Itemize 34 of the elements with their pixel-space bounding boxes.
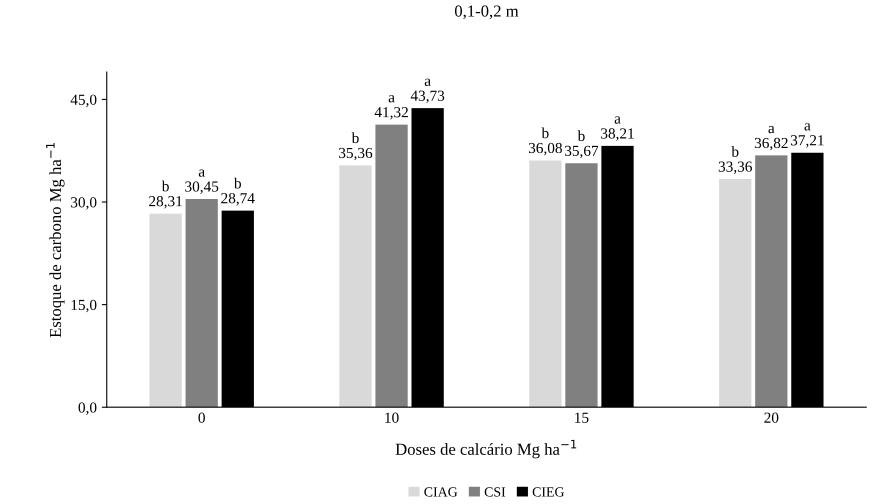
y-tick-label: 0,0 <box>78 402 96 415</box>
data-label: b 35,67 <box>564 130 598 158</box>
data-label: a 41,32 <box>374 95 408 120</box>
y-tick-label: 15,0 <box>72 300 96 312</box>
bar <box>186 198 218 408</box>
y-tick-label: 30,0 <box>71 197 96 210</box>
legend-label: CIAG <box>424 487 458 497</box>
x-tick-label: 10 <box>385 412 399 423</box>
data-label: b 28,31 <box>149 180 182 209</box>
bar <box>375 124 408 408</box>
bar <box>755 155 788 408</box>
data-label: a 37,21 <box>790 123 824 148</box>
x-axis-title: Doses de calcário Mg ha$^{−1}$ <box>396 440 576 458</box>
x-tick-label: 0 <box>198 412 205 423</box>
data-label: a 43,73 <box>410 78 444 104</box>
chart-title: 0,1-0,2 m <box>454 5 518 20</box>
y-tick-label: 45,0 <box>70 94 96 108</box>
x-tick-label: 15 <box>575 412 588 423</box>
x-tick-label: 20 <box>764 412 778 423</box>
y-axis-title: Estoque de carbono Mg ha$^{−1}$ <box>46 142 65 338</box>
data-label: a 38,21 <box>601 116 634 141</box>
legend-label: CIEG <box>532 487 564 497</box>
legend-label: CSI <box>484 487 506 497</box>
data-label: a 36,82 <box>754 126 788 150</box>
bar <box>149 214 182 408</box>
bar <box>529 160 562 408</box>
data-label: b 35,36 <box>339 132 372 160</box>
data-label: b 33,36 <box>718 146 752 174</box>
bar <box>719 179 752 408</box>
data-label: a 30,45 <box>185 169 218 194</box>
bar <box>565 163 598 408</box>
data-label: b 28,74 <box>221 178 255 206</box>
bar <box>339 165 372 408</box>
data-label: b 36,08 <box>528 128 562 156</box>
